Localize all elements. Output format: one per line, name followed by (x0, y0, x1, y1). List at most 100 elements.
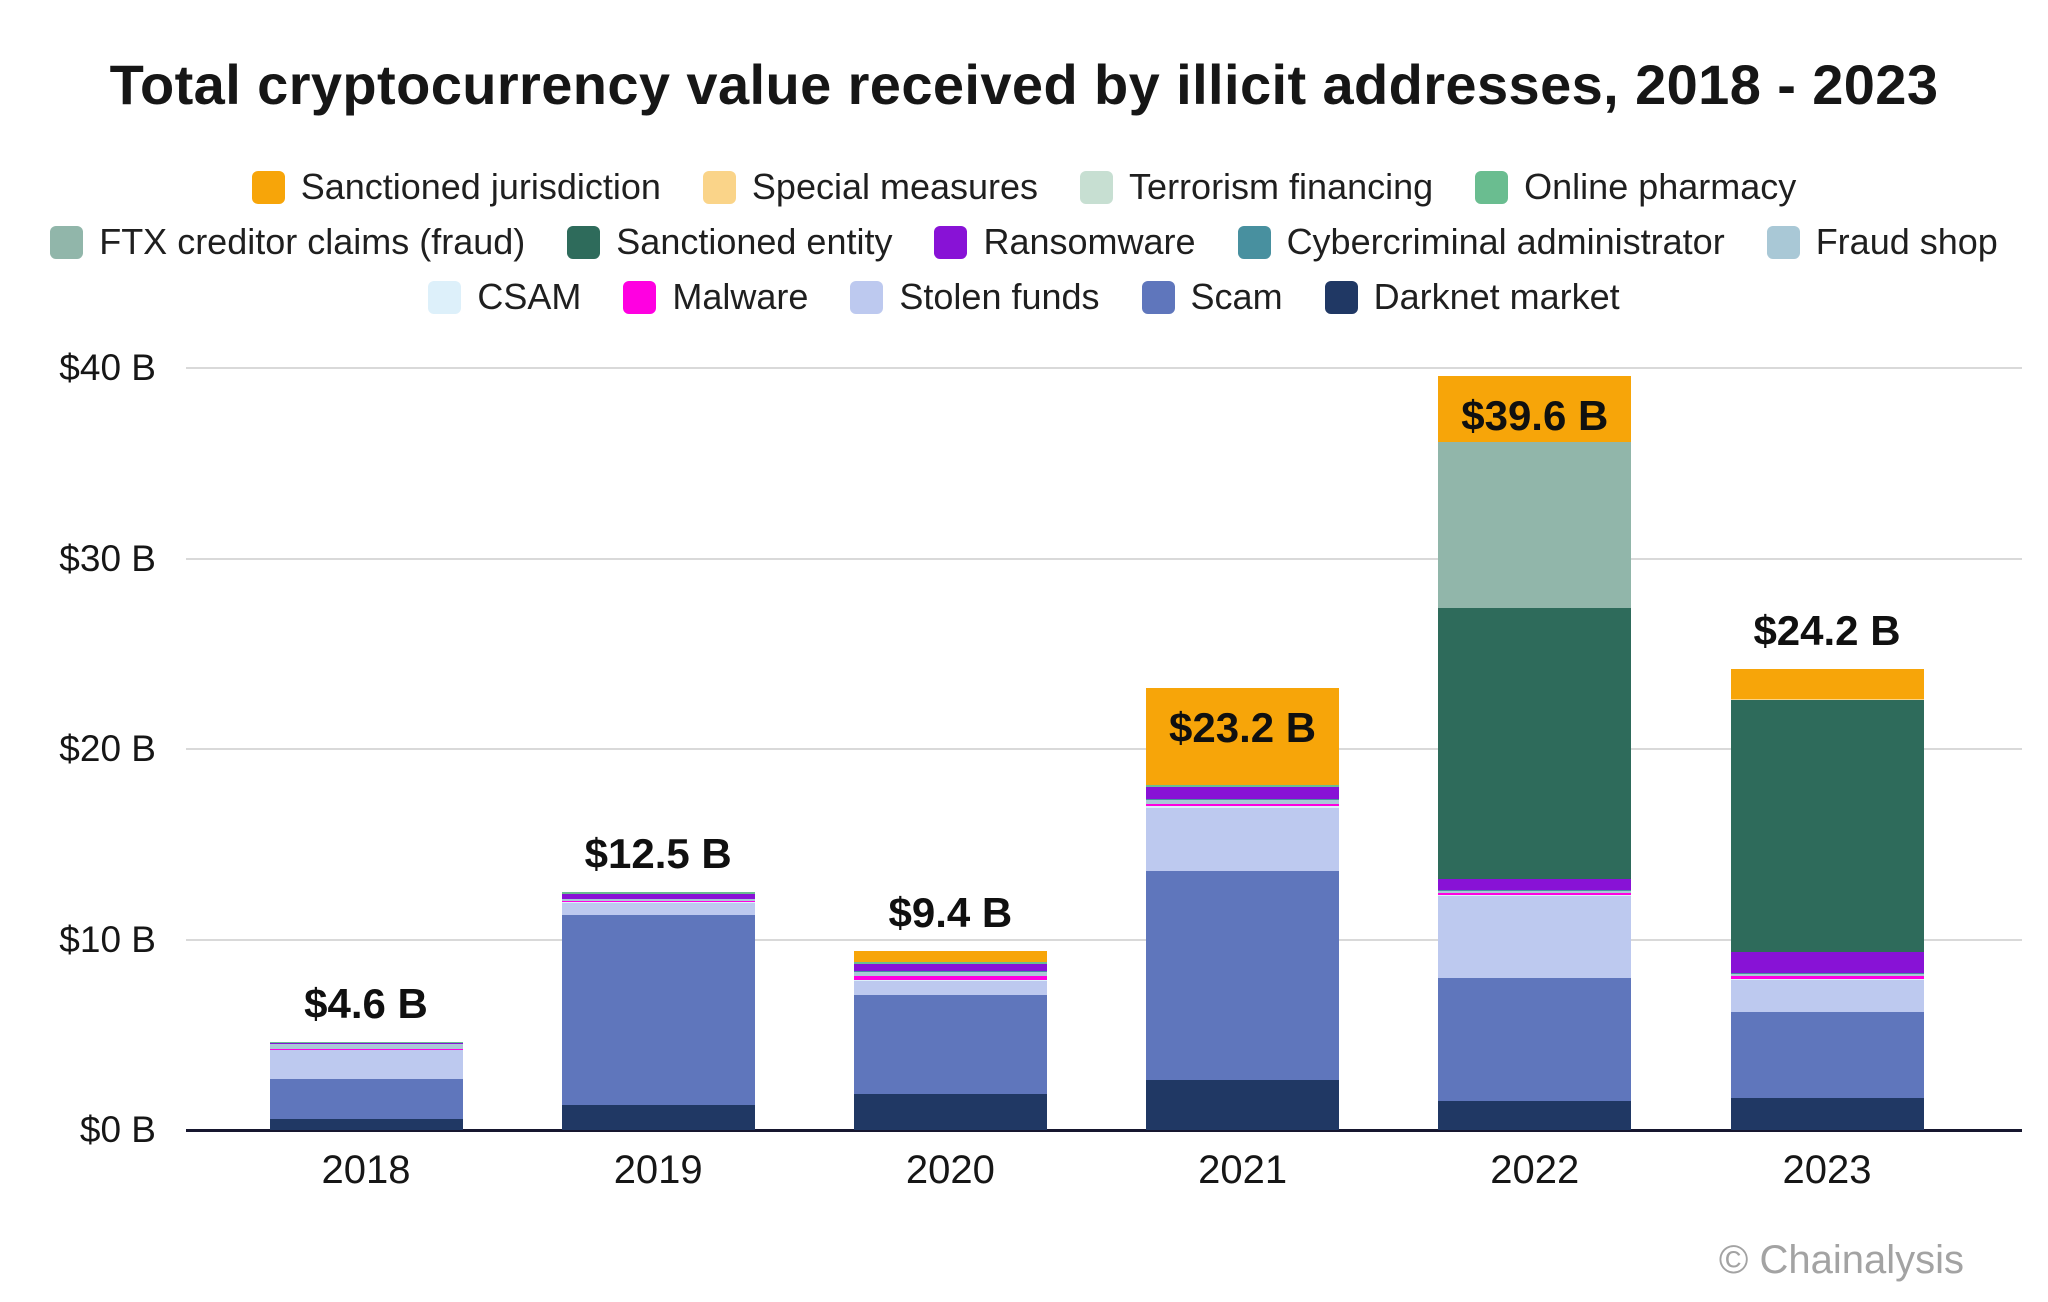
bar-segment-scam (1438, 977, 1632, 1102)
legend-label: Ransomware (983, 221, 1196, 262)
gridline (186, 557, 2022, 560)
bar-segment-online-pharmacy (561, 891, 755, 894)
bar-segment-scam (1730, 1011, 1924, 1098)
legend-item-csam: CSAM (428, 276, 581, 318)
x-axis-label: 2023 (1782, 1148, 1872, 1192)
bar-segment-stolen-funds (269, 1049, 463, 1079)
legend-swatch-terrorism-financing (1080, 170, 1114, 204)
legend-swatch-csam (428, 280, 462, 314)
legend-item-sanctioned-jurisdiction: Sanctioned jurisdiction (251, 166, 661, 208)
x-axis-label: 2020 (905, 1148, 995, 1192)
x-axis-line (186, 1128, 2022, 1132)
bar-segment-ftx-creditor-claims-fraud (1438, 442, 1632, 609)
legend-label: Terrorism financing (1129, 166, 1434, 207)
legend-item-cybercriminal-administrator: Cybercriminal administrator (1237, 221, 1725, 263)
bar-segment-stolen-funds (561, 903, 755, 915)
bar-segment-darknet-market (853, 1093, 1047, 1130)
bar-segment-cybercriminal-administrator (1146, 798, 1340, 800)
legend-label: Sanctioned entity (616, 221, 893, 262)
bar-segment-malware (1730, 975, 1924, 979)
bar-segment-fraud-shop (1438, 890, 1632, 893)
legend-label: CSAM (477, 276, 582, 317)
legend-row: CSAM Malware Stolen funds Scam Darknet marke… (0, 276, 2048, 318)
bar-segment-special-measures (1730, 699, 1924, 701)
legend-label: Scam (1190, 276, 1283, 317)
legend-item-terrorism-financing: Terrorism financing (1080, 166, 1433, 208)
bar-segment-online-pharmacy (1146, 785, 1340, 788)
legend-row: Sanctioned jurisdiction Special measures T… (0, 166, 2048, 208)
bar-segment-sanctioned-jurisdiction (1438, 375, 1632, 443)
legend-swatch-online-pharmacy (1475, 170, 1509, 204)
bar-segment-fraud-shop (561, 898, 755, 902)
bar-segment-ransomware (269, 1043, 463, 1045)
bar-segment-darknet-market (1730, 1097, 1924, 1130)
bar-segment-fraud-shop (269, 1044, 463, 1050)
legend-item-online-pharmacy: Online pharmacy (1475, 166, 1796, 208)
bar-segment-fraud-shop (1146, 799, 1340, 805)
bar-segment-malware (853, 975, 1047, 981)
legend-swatch-stolen-funds (850, 280, 884, 314)
legend-label: Sanctioned jurisdiction (300, 166, 661, 207)
legend-swatch-sanctioned-entity (567, 225, 601, 259)
bar-segment-cybercriminal-administrator (1438, 889, 1632, 891)
bar-segment-scam (853, 994, 1047, 1094)
attribution-text: © Chainalysis (1718, 1238, 1964, 1282)
legend-label: Darknet market (1373, 276, 1620, 317)
y-axis-tick-label: $20 B (59, 728, 156, 769)
x-axis-label: 2019 (613, 1148, 703, 1192)
bar-segment-csam (561, 902, 755, 904)
bar-segment-online-pharmacy (269, 1042, 463, 1044)
bar-total-label: $4.6 B (304, 980, 428, 1028)
gridline (186, 748, 2022, 750)
bar-segment-scam (561, 914, 755, 1106)
legend-label: Online pharmacy (1524, 166, 1797, 207)
y-axis-tick-label: $0 B (79, 1109, 156, 1150)
bar-segment-malware (1438, 892, 1632, 895)
bar-segment-darknet-market (1438, 1101, 1632, 1130)
bar-total-label: $39.6 B (1461, 391, 1609, 439)
y-axis-tick-label: $10 B (59, 918, 156, 960)
bar-segment-sanctioned-jurisdiction (853, 950, 1047, 963)
chart-title: Total cryptocurrency value received by i… (109, 53, 1939, 116)
bar-total-label: $12.5 B (584, 829, 732, 877)
legend-item-scam: Scam (1141, 276, 1283, 318)
bar-total-label: $23.2 B (1169, 704, 1317, 752)
x-axis-label: 2021 (1198, 1148, 1288, 1192)
bar-segment-cybercriminal-administrator (1730, 972, 1924, 974)
legend-label: Special measures (751, 166, 1039, 207)
bar-segment-sanctioned-entity (1438, 608, 1632, 879)
bar-segment-fraud-shop (1730, 973, 1924, 976)
legend-item-ftx-creditor-claims-fraud: FTX creditor claims (fraud) (50, 221, 525, 263)
bar-segment-scam (1146, 870, 1340, 1081)
gridline (186, 938, 2022, 941)
bar-segment-darknet-market (269, 1118, 463, 1130)
gridline (186, 367, 2022, 369)
bar-segment-darknet-market (561, 1105, 755, 1130)
bar-segment-malware (561, 901, 755, 903)
bar-total-label: $24.2 B (1753, 606, 1901, 654)
bar-total-label: $9.4 B (888, 888, 1013, 936)
bar-segment-ransomware (1146, 787, 1340, 799)
bar-segment-fraud-shop (853, 971, 1047, 976)
legend-item-darknet-market: Darknet market (1324, 276, 1620, 318)
legend: Sanctioned jurisdiction Special measures T… (0, 166, 2048, 331)
bar-segment-cybercriminal-administrator (853, 970, 1047, 972)
bar-segment-csam (1146, 806, 1340, 809)
legend-swatch-special-measures (702, 170, 736, 204)
legend-swatch-fraud-shop (1766, 225, 1800, 259)
legend-label: Stolen funds (899, 276, 1100, 317)
legend-swatch-cybercriminal-administrator (1237, 225, 1271, 259)
y-axis-tick-label: $30 B (59, 537, 156, 579)
bar-segment-malware (1146, 804, 1340, 807)
legend-swatch-scam (1141, 280, 1175, 314)
legend-item-special-measures: Special measures (702, 166, 1039, 208)
bar-segment-stolen-funds (1146, 808, 1340, 871)
legend-item-malware: Malware (623, 276, 808, 318)
legend-swatch-ftx-creditor-claims-fraud (50, 225, 84, 259)
bar-segment-online-pharmacy (853, 962, 1047, 965)
legend-label: Fraud shop (1815, 221, 1998, 262)
legend-swatch-malware (623, 280, 657, 314)
bar-segment-sanctioned-jurisdiction (1146, 688, 1340, 786)
bar-segment-sanctioned-entity (1730, 700, 1924, 952)
